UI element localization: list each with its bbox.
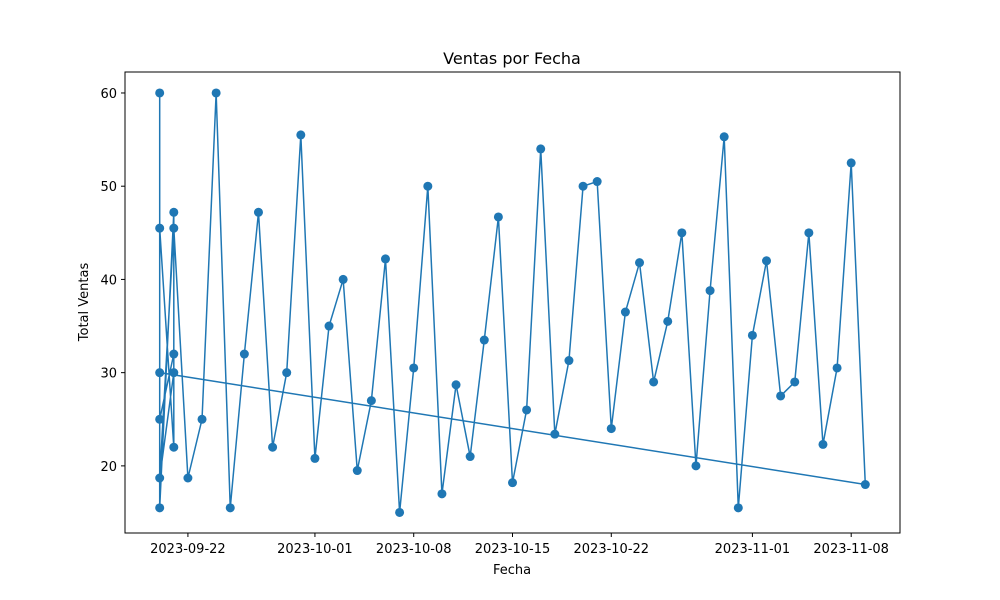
point (564, 356, 574, 366)
point (155, 503, 165, 513)
point (197, 414, 207, 424)
point (536, 144, 546, 154)
point (423, 181, 433, 191)
point (733, 503, 743, 513)
point (225, 503, 235, 513)
point (479, 335, 489, 345)
point (578, 181, 588, 191)
point (620, 307, 630, 317)
point (776, 391, 786, 401)
point (282, 368, 292, 378)
point (253, 207, 263, 217)
point (606, 424, 616, 434)
point (409, 363, 419, 373)
x-tick-label: 2023-11-01 (715, 542, 791, 557)
point (677, 228, 687, 238)
point (268, 442, 278, 452)
point (762, 256, 772, 266)
point (846, 158, 856, 168)
point (635, 258, 645, 268)
point (211, 88, 221, 98)
point (155, 223, 165, 233)
point (155, 368, 165, 378)
point (522, 405, 532, 415)
plot-frame (124, 71, 901, 534)
x-tick-label: 2023-09-22 (150, 542, 226, 557)
point (338, 274, 348, 284)
point (183, 473, 193, 483)
point (649, 377, 659, 387)
point (804, 228, 814, 238)
point (719, 132, 729, 142)
point (705, 286, 715, 296)
y-tick-label: 50 (100, 180, 117, 195)
point (239, 349, 249, 359)
point (508, 478, 517, 488)
y-tick-label: 20 (100, 460, 117, 475)
point (155, 473, 165, 483)
line (158, 92, 867, 513)
point (324, 321, 334, 331)
y-axis-label: Total Ventas (77, 263, 92, 343)
point (818, 439, 828, 449)
point (832, 363, 842, 373)
y-tick-label: 40 (100, 273, 117, 288)
chart-title: Ventas por Fecha (443, 49, 581, 68)
x-tick-label: 2023-10-22 (574, 542, 650, 557)
point (169, 368, 179, 378)
point (169, 207, 179, 217)
point (465, 452, 475, 462)
point (380, 254, 390, 264)
point (366, 396, 376, 406)
y-tick-label: 30 (100, 367, 117, 382)
point (395, 507, 405, 517)
point (860, 480, 870, 490)
x-tick-label: 2023-10-15 (475, 542, 551, 557)
point (691, 461, 701, 471)
x-tick-label: 2023-11-08 (813, 542, 889, 557)
point (296, 130, 306, 140)
point (790, 377, 800, 387)
point (493, 212, 503, 222)
point (169, 442, 179, 452)
point (592, 177, 602, 187)
x-tick-label: 2023-10-01 (277, 542, 353, 557)
point (747, 330, 757, 340)
point (310, 453, 320, 463)
point (155, 414, 165, 424)
point (169, 349, 179, 359)
x-axis-label: Fecha (493, 563, 531, 578)
point (550, 429, 560, 439)
y-tick-label: 60 (100, 87, 117, 102)
point (437, 489, 447, 499)
point (352, 466, 362, 476)
point (155, 88, 165, 98)
point (663, 316, 673, 326)
point (169, 223, 179, 233)
x-tick-label: 2023-10-08 (376, 542, 452, 557)
point (451, 380, 461, 390)
